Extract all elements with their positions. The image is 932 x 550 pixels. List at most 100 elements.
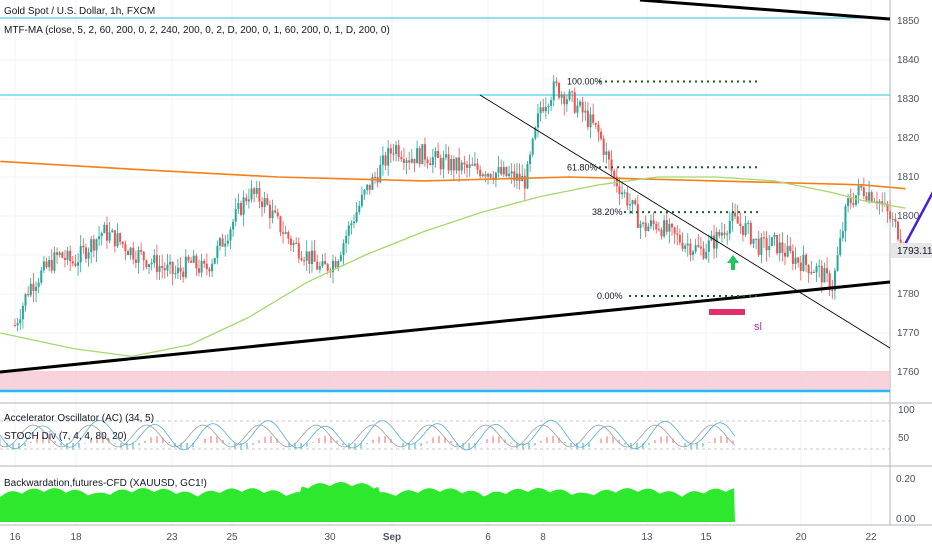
price-tick-0: 1760 xyxy=(897,367,920,378)
candle-body-176 xyxy=(476,163,479,170)
candle-body-250 xyxy=(671,223,673,228)
candle-body-273 xyxy=(731,212,734,222)
price-tick-1: 1770 xyxy=(897,328,920,339)
candle-body-134 xyxy=(366,184,369,191)
ac-bar-732 xyxy=(732,440,734,443)
candle-body-112 xyxy=(308,251,311,264)
candle-body-290 xyxy=(776,235,779,254)
indicator-label[interactable]: MTF-MA (close, 5, 2, 60, 200, 0, 2, 240,… xyxy=(4,25,390,36)
candle-body-172 xyxy=(466,164,469,168)
ac-bar-156 xyxy=(156,436,158,443)
candle-body-132 xyxy=(360,194,363,206)
candle-body-278 xyxy=(744,223,747,235)
ac-bar-648 xyxy=(648,443,650,445)
candle-body-226 xyxy=(607,151,610,160)
ac-bar-612 xyxy=(612,436,614,443)
ac-bar-534 xyxy=(534,443,536,446)
candle-body-69 xyxy=(195,255,198,269)
candle-body-97 xyxy=(268,204,271,219)
candle-body-231 xyxy=(621,192,624,195)
candle-body-53 xyxy=(153,255,156,263)
candle-body-80 xyxy=(224,243,227,247)
candle-body-108 xyxy=(297,243,300,259)
candle-body-94 xyxy=(261,201,264,208)
ac-bar-600 xyxy=(600,438,602,443)
ma-green-line[interactable] xyxy=(0,176,906,358)
candle-body-106 xyxy=(292,242,295,246)
candle-body-81 xyxy=(226,240,229,244)
ac-bar-306 xyxy=(306,443,308,447)
candle-body-8 xyxy=(35,286,38,291)
candle-body-25 xyxy=(79,245,82,263)
ac-bar-504 xyxy=(504,439,506,443)
candle-body-255 xyxy=(684,245,687,249)
candle-body-279 xyxy=(747,222,750,224)
candle-body-205 xyxy=(552,81,555,101)
ac-bar-708 xyxy=(708,442,710,443)
candle-body-140 xyxy=(381,155,384,165)
price-axis[interactable]: 1760177017801790180018101820183018401850 xyxy=(897,16,920,378)
candle-body-212 xyxy=(571,91,574,93)
trendline-lower-support[interactable] xyxy=(0,280,891,374)
trendline-descending[interactable] xyxy=(479,94,891,349)
ac-bar-90 xyxy=(90,439,92,443)
ac-bar-30 xyxy=(30,441,32,443)
candle-body-158 xyxy=(429,163,432,165)
trendline-upper-resistance[interactable] xyxy=(639,0,891,21)
futures-legend[interactable]: Backwardation,futures-CFD (XAUUSD, GC1!) xyxy=(4,478,207,489)
candle-body-60 xyxy=(171,261,174,275)
ac-bar-282 xyxy=(282,442,284,443)
candle-body-282 xyxy=(755,238,758,240)
candle-body-268 xyxy=(718,231,721,236)
candle-body-324 xyxy=(865,196,868,201)
ac-bar-516 xyxy=(516,443,518,448)
candle-body-305 xyxy=(815,266,818,273)
candle-body-88 xyxy=(245,197,248,202)
symbol-title[interactable]: Gold Spot / U.S. Dollar, 1h, FXCM xyxy=(4,6,155,17)
time-axis[interactable]: 16 18 23 25 30 Sep 6 8 13 15 20 22 xyxy=(9,532,877,543)
ac-bar-300 xyxy=(300,443,302,450)
candle-body-203 xyxy=(547,105,550,107)
ac-bar-378 xyxy=(378,436,380,443)
candle-body-284 xyxy=(760,237,763,255)
candle-body-288 xyxy=(770,237,773,247)
ac-bar-426 xyxy=(426,441,428,443)
candle-body-179 xyxy=(484,174,487,177)
candle-body-51 xyxy=(148,264,151,268)
ac-bar-372 xyxy=(372,439,374,443)
candle-body-181 xyxy=(489,173,492,178)
ac-bar-558 xyxy=(558,437,560,443)
candle-body-36 xyxy=(108,232,111,241)
candle-body-147 xyxy=(400,157,403,160)
oscillator-legend-stoch[interactable]: STOCH Div (7, 4, 4, 80, 20) xyxy=(4,431,127,442)
forecast-arrow[interactable] xyxy=(904,17,932,244)
candle-body-249 xyxy=(668,223,671,232)
candle-body-20 xyxy=(66,250,69,260)
candle-body-54 xyxy=(155,255,158,272)
candle-body-254 xyxy=(681,242,684,249)
candle-body-19 xyxy=(63,257,66,260)
ma-orange-line[interactable] xyxy=(0,160,906,190)
candle-body-286 xyxy=(765,238,768,251)
candle-body-148 xyxy=(402,159,405,163)
stop-loss-box[interactable] xyxy=(709,309,745,315)
candle-body-199 xyxy=(536,113,539,128)
ac-bar-126 xyxy=(126,443,128,450)
candle-body-156 xyxy=(423,144,426,160)
ac-bar-456 xyxy=(456,443,458,446)
candle-body-219 xyxy=(589,114,592,128)
candle-body-318 xyxy=(849,198,852,204)
stoch-k-line xyxy=(0,419,736,451)
oscillator-legend-ac[interactable]: Accelerator Oscillator (AC) (34, 5) xyxy=(4,413,154,424)
candle-body-333 xyxy=(889,211,892,220)
candle-body-23 xyxy=(74,263,77,266)
candle-body-180 xyxy=(487,173,490,177)
time-tick-0: 16 xyxy=(9,532,21,543)
candle-body-130 xyxy=(355,212,358,222)
candle-body-124 xyxy=(339,255,342,261)
candle-body-28 xyxy=(87,252,90,259)
ac-bar-294 xyxy=(294,443,296,450)
ac-bar-654 xyxy=(654,440,656,443)
